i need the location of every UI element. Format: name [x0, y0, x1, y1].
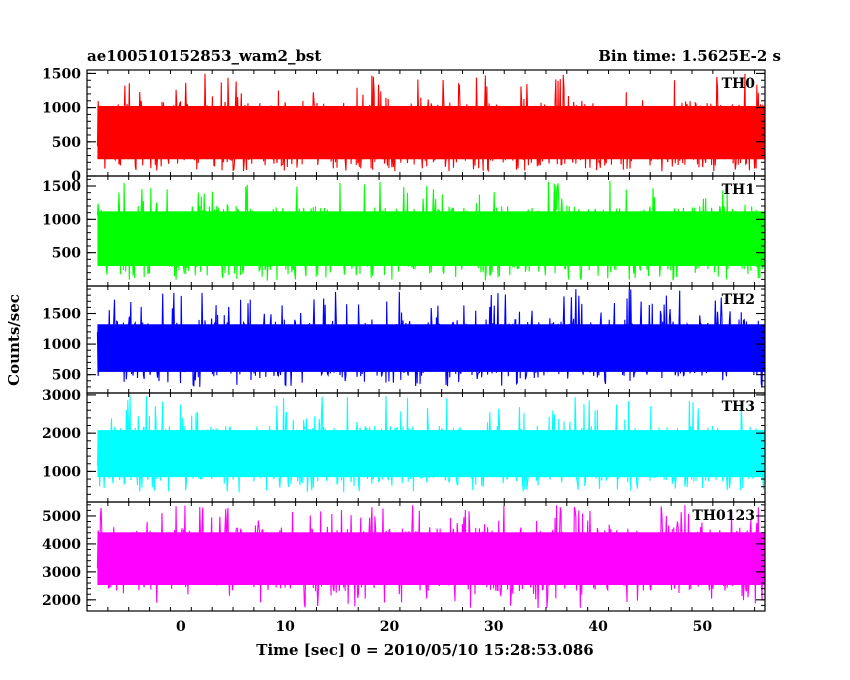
y-tick-label: 1000	[42, 212, 81, 228]
x-axis-label: Time [sec] 0 = 2010/05/10 15:28:53.086	[256, 641, 593, 659]
y-tick-label: 1000	[42, 464, 81, 480]
y-tick-label: 5000	[42, 509, 81, 525]
x-tick-label: 50	[693, 619, 713, 635]
panel-th0: 0 500 1000 1500 TH0	[42, 66, 766, 185]
panel-th0123: 2000 3000 4000 5000 TH0123	[42, 501, 766, 612]
y-tick-label: 3000	[42, 388, 81, 404]
panel-th3: 1000 2000 3000 TH3	[42, 388, 766, 503]
series-label: TH3	[722, 399, 755, 415]
y-tick-label: 1500	[42, 179, 81, 195]
y-tick-label: 0	[71, 169, 81, 185]
y-tick-label: 4000	[42, 537, 81, 553]
series-band-th3	[97, 430, 765, 478]
panel-th2: 500 1000 1500 TH2	[42, 285, 766, 394]
series-band-th0	[97, 105, 765, 160]
y-tick-label: 1000	[42, 101, 81, 117]
x-tick-label: 0	[176, 619, 186, 635]
y-tick-label: 500	[52, 368, 81, 384]
series-band-th2	[97, 324, 765, 372]
bin-time-label: Bin time: 1.5625E-2 s	[598, 47, 781, 65]
series-band-th0123	[97, 532, 765, 586]
y-tick-label: 1500	[42, 307, 81, 323]
y-tick-label: 2000	[42, 593, 81, 609]
series-label: TH0	[722, 76, 756, 92]
x-tick-label: 30	[484, 619, 504, 635]
series-label: TH1	[722, 182, 755, 198]
series-label: TH0123	[692, 508, 755, 524]
y-tick-label: 500	[52, 135, 81, 151]
x-tick-label: 10	[275, 619, 295, 635]
figure-title: ae100510152853_wam2_bst	[87, 47, 321, 65]
series-label: TH2	[722, 292, 755, 308]
y-axis-label: Counts/sec	[5, 294, 23, 386]
panel-frame	[86, 501, 766, 612]
x-tick-label: 40	[588, 619, 608, 635]
x-tick-label: 20	[380, 619, 400, 635]
series-band-th1	[97, 211, 765, 266]
y-tick-label: 2000	[42, 426, 81, 442]
y-tick-label: 1500	[42, 66, 81, 82]
y-tick-label: 3000	[42, 565, 81, 581]
y-tick-label: 1000	[42, 337, 81, 353]
panel-th1: 500 1000 1500 TH1	[42, 175, 766, 287]
y-tick-label: 500	[52, 246, 81, 262]
